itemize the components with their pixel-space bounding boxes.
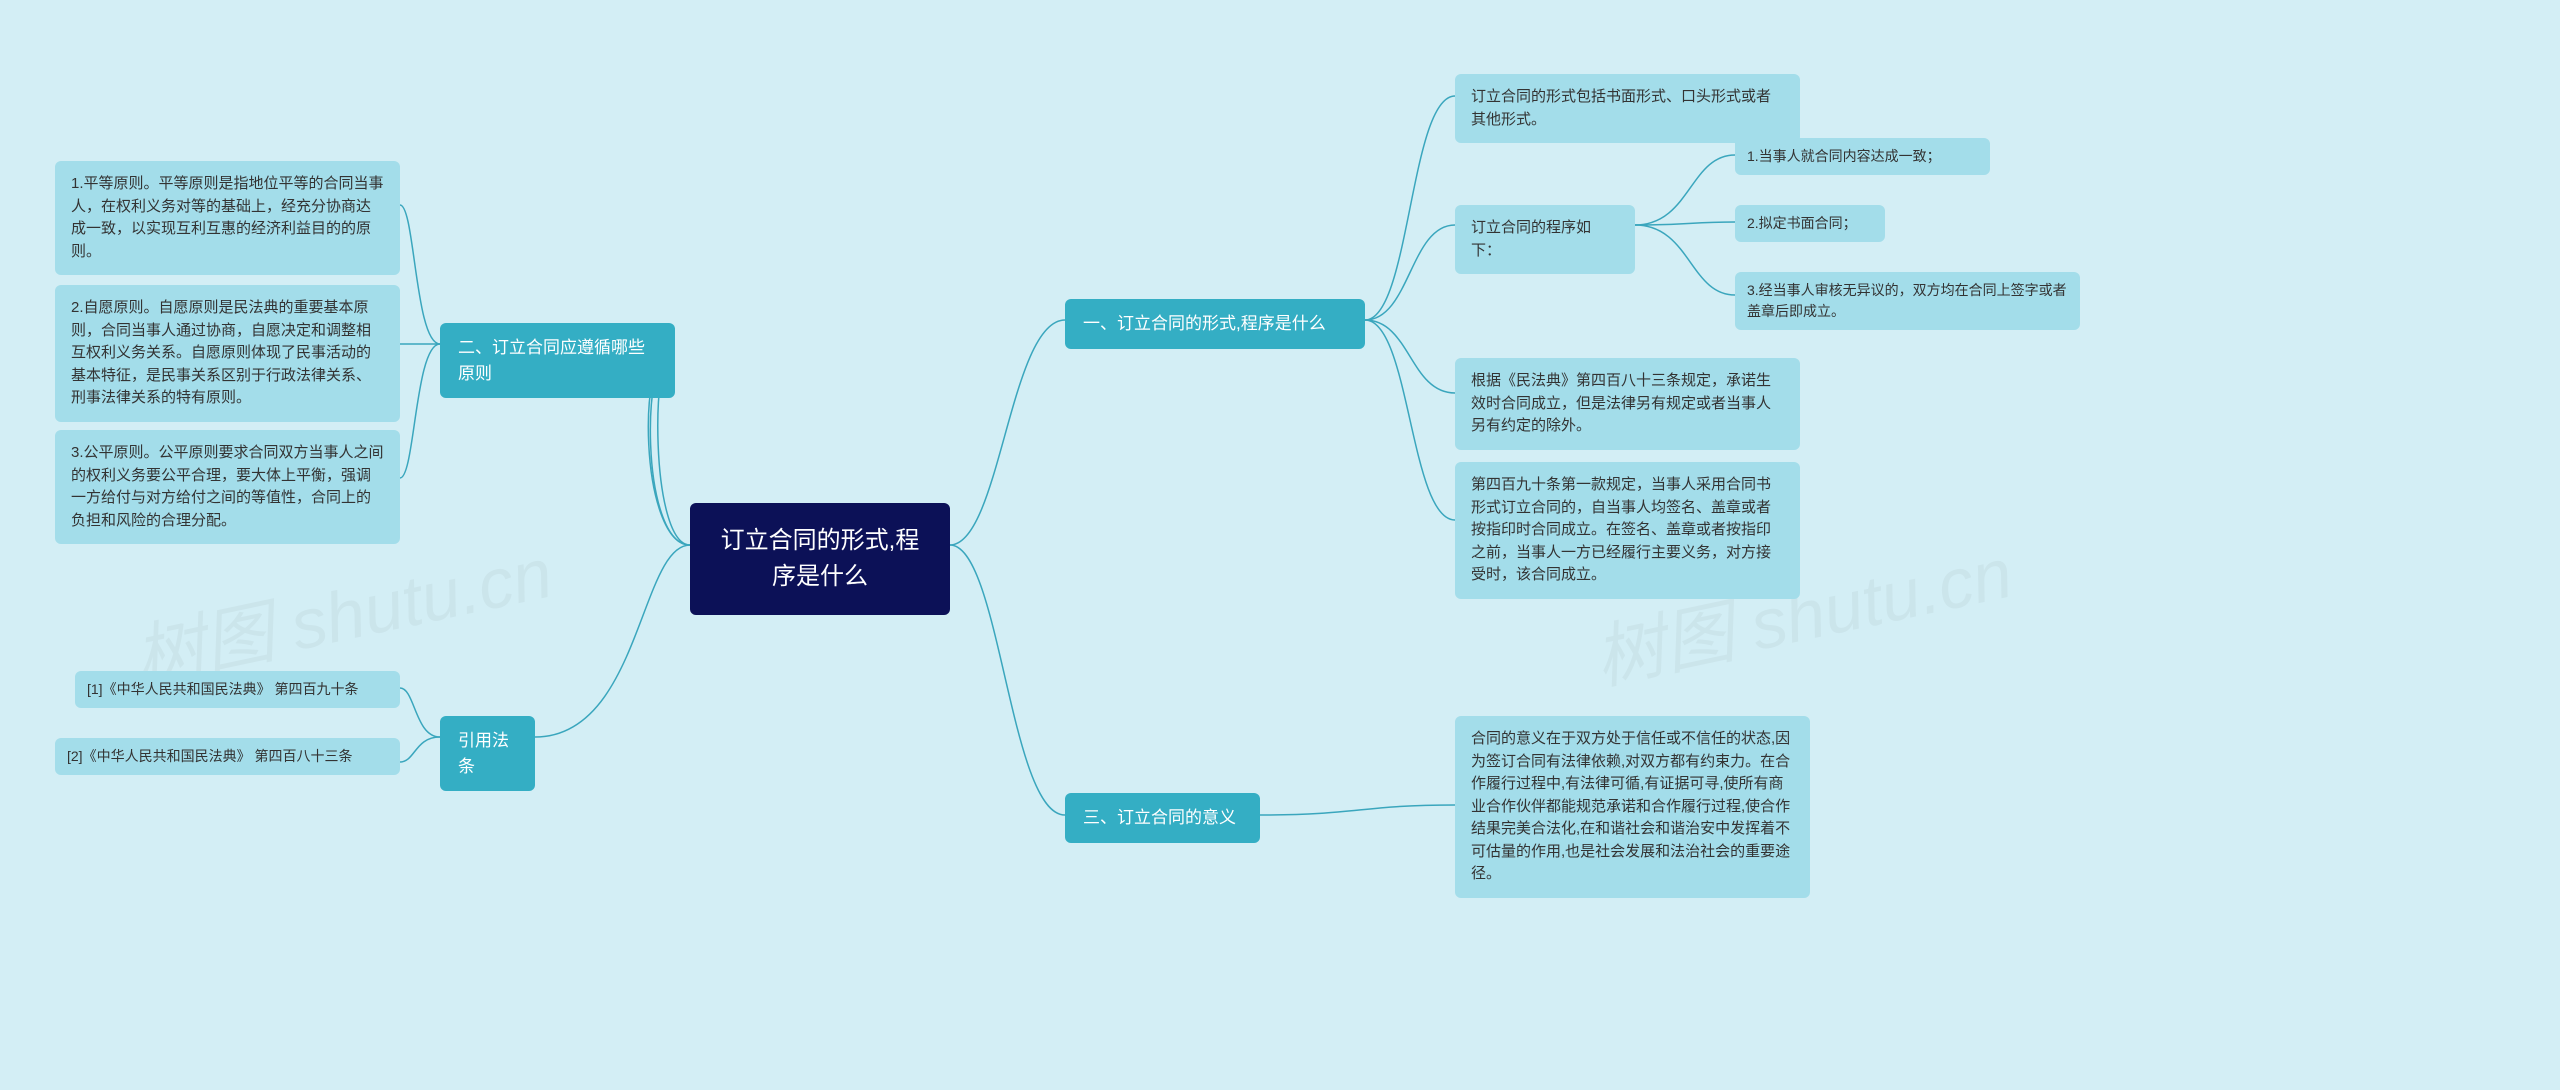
center-node: 订立合同的形式,程序是什么 (690, 503, 950, 615)
branch1-child3-text: 第四百九十条第一款规定，当事人采用合同书形式订立合同的，自当事人均签名、盖章或者… (1471, 476, 1771, 583)
branch1-child1-text: 订立合同的程序如下： (1471, 219, 1591, 259)
branch-refs-label: 引用法条 (458, 731, 509, 776)
branch-refs-child1: [2]《中华人民共和国民法典》 第四百八十三条 (55, 738, 400, 775)
branch-refs-child0-text: [1]《中华人民共和国民法典》 第四百九十条 (87, 681, 358, 697)
branch1-child1-sub1: 2.拟定书面合同； (1735, 205, 1885, 242)
branch2-child0-text: 1.平等原则。平等原则是指地位平等的合同当事人，在权利义务对等的基础上，经充分协… (71, 175, 384, 260)
branch-refs-child0: [1]《中华人民共和国民法典》 第四百九十条 (75, 671, 400, 708)
branch2-node: 二、订立合同应遵循哪些原则 (440, 323, 675, 398)
branch1-child2: 根据《民法典》第四百八十三条规定，承诺生效时合同成立，但是法律另有规定或者当事人… (1455, 358, 1800, 450)
branch2-child1-text: 2.自愿原则。自愿原则是民法典的重要基本原则，合同当事人通过协商，自愿决定和调整… (71, 299, 371, 406)
branch1-child0: 订立合同的形式包括书面形式、口头形式或者其他形式。 (1455, 74, 1800, 143)
branch1-node: 一、订立合同的形式,程序是什么 (1065, 299, 1365, 349)
branch1-child3: 第四百九十条第一款规定，当事人采用合同书形式订立合同的，自当事人均签名、盖章或者… (1455, 462, 1800, 599)
branch1-child2-text: 根据《民法典》第四百八十三条规定，承诺生效时合同成立，但是法律另有规定或者当事人… (1471, 372, 1771, 434)
branch2-child2-text: 3.公平原则。公平原则要求合同双方当事人之间的权利义务要公平合理，要大体上平衡，… (71, 444, 384, 529)
branch1-label: 一、订立合同的形式,程序是什么 (1083, 314, 1326, 333)
branch2-child0: 1.平等原则。平等原则是指地位平等的合同当事人，在权利义务对等的基础上，经充分协… (55, 161, 400, 275)
branch3-label: 三、订立合同的意义 (1083, 808, 1236, 827)
branch3-node: 三、订立合同的意义 (1065, 793, 1260, 843)
branch1-child0-text: 订立合同的形式包括书面形式、口头形式或者其他形式。 (1471, 88, 1771, 128)
branch1-child1: 订立合同的程序如下： (1455, 205, 1635, 274)
branch-refs-node: 引用法条 (440, 716, 535, 791)
branch1-child1-sub2-text: 3.经当事人审核无异议的，双方均在合同上签字或者盖章后即成立。 (1747, 282, 2067, 319)
branch1-child1-sub1-text: 2.拟定书面合同； (1747, 215, 1857, 231)
branch2-child2: 3.公平原则。公平原则要求合同双方当事人之间的权利义务要公平合理，要大体上平衡，… (55, 430, 400, 544)
branch2-child1: 2.自愿原则。自愿原则是民法典的重要基本原则，合同当事人通过协商，自愿决定和调整… (55, 285, 400, 422)
branch-refs-child1-text: [2]《中华人民共和国民法典》 第四百八十三条 (67, 748, 352, 764)
branch1-child1-sub0: 1.当事人就合同内容达成一致； (1735, 138, 1990, 175)
branch1-child1-sub2: 3.经当事人审核无异议的，双方均在合同上签字或者盖章后即成立。 (1735, 272, 2080, 330)
branch3-child0-text: 合同的意义在于双方处于信任或不信任的状态,因为签订合同有法律依赖,对双方都有约束… (1471, 730, 1790, 882)
branch1-child1-sub0-text: 1.当事人就合同内容达成一致； (1747, 148, 1941, 164)
center-text: 订立合同的形式,程序是什么 (721, 527, 920, 590)
branch2-label: 二、订立合同应遵循哪些原则 (458, 338, 645, 383)
branch3-child0: 合同的意义在于双方处于信任或不信任的状态,因为签订合同有法律依赖,对双方都有约束… (1455, 716, 1810, 898)
